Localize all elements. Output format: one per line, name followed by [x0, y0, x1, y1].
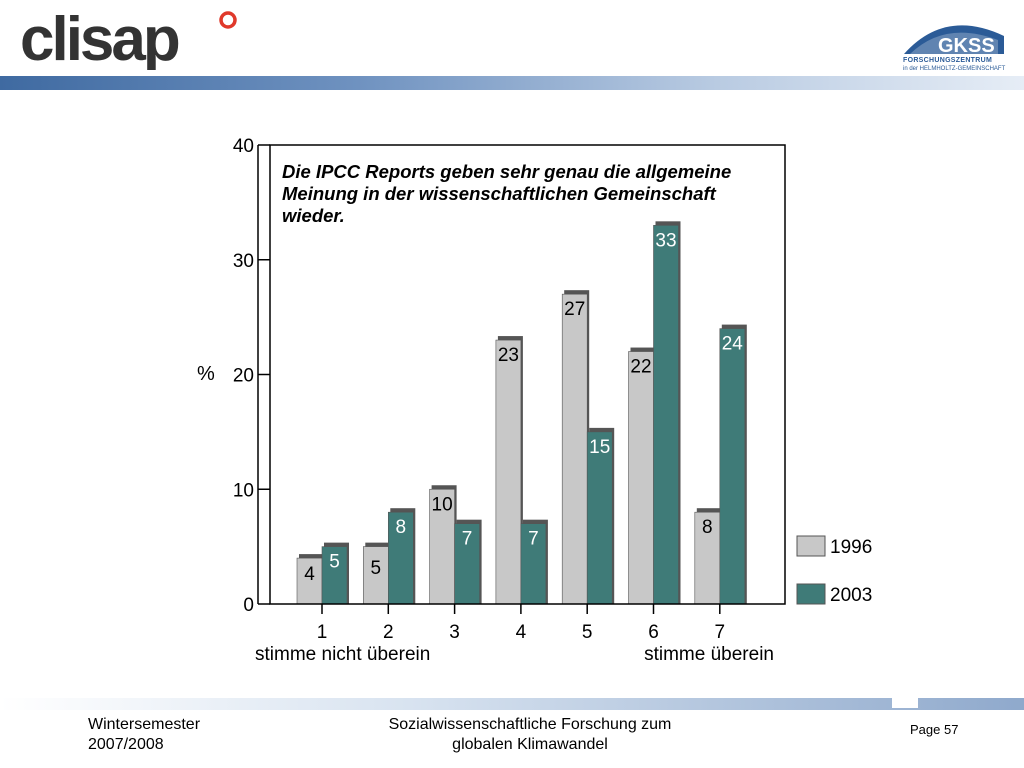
bar-1996-value-label: 22: [630, 357, 651, 378]
header-bar: [0, 76, 1024, 90]
clisap-logo: clisap: [20, 8, 237, 70]
bar-1996: [296, 557, 323, 605]
bar-1996-value-label: 27: [564, 299, 585, 320]
x-tick-label: 4: [516, 622, 527, 643]
plot-frame: [269, 144, 786, 605]
bar-2003-value-label: 24: [722, 334, 744, 355]
x-tick-label: 1: [317, 622, 328, 643]
bar-2003-value-label: 7: [528, 529, 539, 550]
x-tick-label: 5: [582, 622, 593, 643]
bar-2003-value-label: 5: [329, 552, 340, 573]
x-tick-label: 7: [715, 622, 726, 643]
x-axis-label-right: stimme überein: [644, 644, 774, 665]
bar-2003-value-label: 7: [462, 529, 473, 550]
footer-semester: Wintersemester 2007/2008: [88, 716, 201, 753]
y-tick-label: 10: [233, 480, 254, 501]
bar-1996-value-label: 8: [702, 517, 713, 538]
y-tick-label: 40: [233, 136, 254, 157]
bar-1996-value-label: 5: [371, 558, 382, 579]
chart-title-line: Die IPCC Reports geben sehr genau die al…: [282, 161, 731, 182]
clisap-logo-ring: [219, 11, 237, 29]
bar-1996-value-label: 4: [304, 564, 315, 585]
y-tick-label: 0: [243, 595, 254, 616]
clisap-logo-text: clisap: [20, 8, 179, 70]
legend-swatch: [796, 535, 826, 557]
gkss-logo: GKSS: [904, 25, 1004, 57]
bar-2003: [586, 431, 613, 605]
page-number: Page 57: [910, 722, 959, 737]
chart-title-line: wieder.: [282, 205, 345, 226]
x-tick-label: 3: [449, 622, 460, 643]
bar-1996-value-label: 10: [432, 494, 453, 515]
gkss-logo-text: GKSS: [938, 35, 995, 57]
y-axis: 0 10 20 30 40%: [197, 136, 270, 616]
x-tick-label: 6: [648, 622, 659, 643]
y-tick-label: 20: [233, 366, 254, 387]
footer-notch: [892, 698, 918, 708]
bar-1996-value-label: 23: [498, 345, 519, 366]
bar-2003: [520, 523, 547, 605]
footer-course-title: Sozialwissenschaftliche Forschung zum gl…: [388, 716, 672, 753]
gkss-logo-arc: [904, 25, 1004, 54]
bar-1996: [429, 488, 455, 605]
x-tick-label: 2: [383, 622, 394, 643]
bar-2003: [454, 523, 480, 605]
x-axis-label-left: stimme nicht überein: [255, 644, 430, 665]
legend-label: 1996: [830, 537, 872, 558]
bar-2003: [387, 511, 414, 605]
gkss-logo-subtitle: FORSCHUNGSZENTRUM: [903, 57, 993, 64]
bar-2003: [719, 328, 746, 605]
y-tick-label: 30: [233, 251, 254, 272]
bar-1996: [561, 293, 588, 605]
bar-2003-value-label: 8: [396, 517, 407, 538]
legend-label: 2003: [830, 585, 872, 606]
bar-2003-value-label: 15: [589, 437, 610, 458]
bar-1996: [628, 351, 654, 605]
bar-2003: [321, 546, 348, 605]
bar-1996: [495, 339, 522, 605]
chart-title-line: Meinung in der wissenschaftlichen Gemein…: [282, 183, 717, 204]
bar-2003: [653, 225, 679, 605]
gkss-logo-tagline: in der HELMHOLTZ-GEMEINSCHAFT: [903, 66, 1006, 72]
legend-swatch: [796, 583, 826, 605]
legend: 1996 2003: [796, 535, 872, 606]
x-axis: 1 2 3 4 5 6 7 stimme nicht überein stimme überei…: [255, 604, 774, 665]
bar-2003-value-label: 33: [655, 230, 676, 251]
chart-title: Die IPCC Reports geben sehr genau die al…: [282, 161, 731, 226]
y-axis-label: %: [197, 363, 215, 385]
footer-bar: [0, 698, 1024, 710]
